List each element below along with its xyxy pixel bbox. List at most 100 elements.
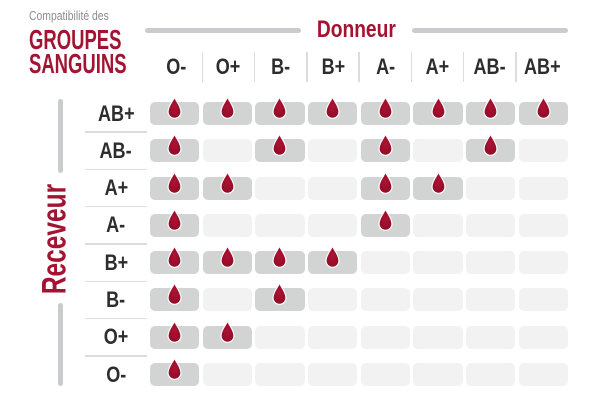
cell-O+-AB+ xyxy=(518,325,568,349)
blood-drop-icon xyxy=(220,171,235,194)
receiver-label-text: A- xyxy=(106,212,126,238)
blood-drop-icon xyxy=(378,209,393,231)
cell-A+-B+ xyxy=(308,176,358,200)
cell-O--B+ xyxy=(308,363,358,387)
blood-drop-icon xyxy=(167,209,182,231)
donor-header-label: A- xyxy=(375,54,395,79)
donor-header-label: B- xyxy=(271,54,291,79)
receiver-rows: AB+ AB- A+ A- B+ B- O+ O- xyxy=(85,100,147,387)
blood-drop-icon xyxy=(167,246,182,269)
blood-drop-icon xyxy=(272,283,288,306)
blood-drop-icon xyxy=(220,246,235,269)
title-eyebrow: Compatibilité des xyxy=(29,8,109,23)
cell-B--O- xyxy=(150,283,200,312)
donor-header-label: A+ xyxy=(425,54,450,79)
blood-drop-icon xyxy=(272,97,288,119)
donor-header-AB-: AB- xyxy=(462,51,516,83)
donor-header-A-: A- xyxy=(358,51,411,83)
donor-axis-rule-left xyxy=(145,27,302,33)
blood-drop-icon xyxy=(167,283,182,306)
donor-axis-rule-right xyxy=(411,27,569,33)
cell-AB+-O- xyxy=(150,97,200,125)
donor-header-B-: B- xyxy=(253,51,307,83)
donor-header-O-: O- xyxy=(150,51,202,83)
cell-B--A- xyxy=(360,288,410,312)
cell-A--B+ xyxy=(308,213,358,237)
blood-drop-icon xyxy=(167,134,182,157)
receiver-label-text: B- xyxy=(106,286,126,312)
blood-drop-icon xyxy=(272,246,288,269)
cell-B--B+ xyxy=(308,288,358,312)
cell-AB+-AB+ xyxy=(518,97,568,125)
donor-columns: O- O+ B- B+ A- A+ AB- AB+ xyxy=(150,51,568,83)
cell-O--O+ xyxy=(202,363,252,387)
cell-AB+-A- xyxy=(360,97,410,125)
cell-B+-A- xyxy=(360,251,410,275)
receiver-label-A-: A- xyxy=(85,212,147,245)
blood-drop-icon xyxy=(378,171,393,194)
cell-O--AB- xyxy=(466,363,516,387)
receiver-label-text: AB- xyxy=(99,137,133,163)
cell-B--A+ xyxy=(413,288,463,312)
donor-header-A+: A+ xyxy=(410,51,463,83)
blood-drop-icon xyxy=(483,134,498,157)
receiver-label-text: A+ xyxy=(104,175,128,201)
receiver-label-O+: O+ xyxy=(85,324,147,357)
cell-A+-O+ xyxy=(202,171,252,200)
cell-AB--O+ xyxy=(202,139,252,163)
cell-O--A+ xyxy=(413,363,463,387)
blood-drop-icon xyxy=(430,97,446,119)
cell-O+-AB- xyxy=(466,325,516,349)
blood-drop-icon xyxy=(167,320,182,343)
cell-A--A+ xyxy=(413,213,463,237)
cell-O--A- xyxy=(360,363,410,387)
cell-B+-AB+ xyxy=(518,251,568,275)
cell-AB--A+ xyxy=(413,139,463,163)
blood-drop-icon xyxy=(430,171,446,194)
blood-drop-icon xyxy=(325,97,340,119)
blood-drop-icon xyxy=(272,134,288,157)
cell-A--A- xyxy=(360,209,410,237)
receiver-axis-label: Receveur xyxy=(35,183,74,295)
donor-header-B+: B+ xyxy=(305,51,359,83)
cell-A+-A- xyxy=(360,171,410,200)
cell-O+-O- xyxy=(150,320,200,349)
cell-B+-AB- xyxy=(466,251,516,275)
cell-B--O+ xyxy=(202,288,252,312)
cell-O--O- xyxy=(150,358,200,387)
cell-A--AB- xyxy=(466,213,516,237)
cell-B+-O+ xyxy=(202,246,252,275)
receiver-label-B-: B- xyxy=(85,286,147,320)
cell-B--B- xyxy=(255,283,305,312)
title-line1: GROUPES xyxy=(29,24,122,55)
blood-drop-icon xyxy=(167,97,182,119)
cell-AB--AB+ xyxy=(518,139,568,163)
cell-AB+-O+ xyxy=(202,97,252,125)
cell-O--AB+ xyxy=(518,363,568,387)
blood-drop-icon xyxy=(220,320,235,343)
cell-AB+-B+ xyxy=(308,97,358,125)
cell-B+-B+ xyxy=(308,246,358,275)
cell-O+-O+ xyxy=(202,320,252,349)
receiver-label-B+: B+ xyxy=(85,250,147,283)
cell-O+-B- xyxy=(255,325,305,349)
receiver-label-text: AB+ xyxy=(97,100,135,126)
donor-header-label: O- xyxy=(166,54,187,79)
cell-A--B- xyxy=(255,213,305,237)
cell-O+-B+ xyxy=(308,325,358,349)
donor-header-AB+: AB+ xyxy=(514,51,568,83)
blood-drop-icon xyxy=(483,97,498,119)
cell-O--B- xyxy=(255,363,305,387)
donor-header-label: AB- xyxy=(473,54,506,79)
cell-A--AB+ xyxy=(518,213,568,237)
blood-drop-icon xyxy=(325,246,340,269)
receiver-label-A+: A+ xyxy=(85,175,147,208)
cell-B--AB+ xyxy=(518,288,568,312)
cell-AB+-B- xyxy=(255,97,305,125)
cell-B+-A+ xyxy=(413,251,463,275)
receiver-label-text: O+ xyxy=(103,324,129,350)
cell-O+-A+ xyxy=(413,325,463,349)
blood-drop-icon xyxy=(167,171,182,194)
blood-drop-icon xyxy=(536,97,551,119)
